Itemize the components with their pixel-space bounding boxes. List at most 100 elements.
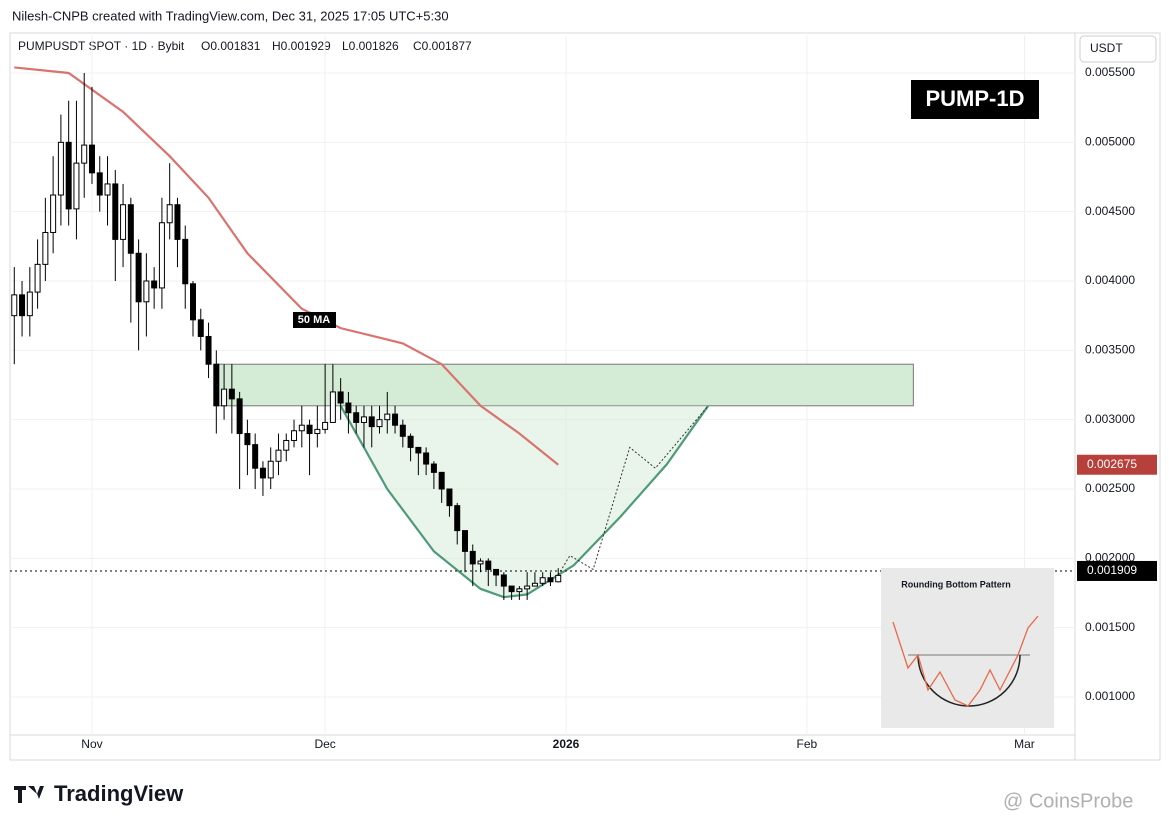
ma-price-label: 0.002675	[1087, 457, 1137, 471]
candle-body	[531, 582, 538, 587]
ma-price-tag	[1077, 454, 1157, 475]
candle-body	[197, 319, 204, 337]
currency[interactable]: USDT	[1090, 41, 1123, 55]
candle-body	[314, 428, 321, 435]
candle-body	[337, 391, 344, 404]
ohlc: L0.001826	[342, 39, 399, 53]
y-tick-label: 0.004500	[1085, 204, 1135, 218]
candle-body	[259, 467, 266, 479]
brand-logo	[14, 786, 44, 803]
candle-body	[392, 413, 399, 426]
candle-body	[73, 162, 80, 210]
candle-body	[267, 460, 274, 479]
y-tick-label: 0.004000	[1085, 273, 1135, 287]
candle-body	[65, 141, 72, 210]
y-tick-label: 0.002500	[1085, 481, 1135, 495]
candle-body	[190, 283, 197, 321]
candle-body	[524, 585, 531, 590]
ma-label: 50 MA	[298, 314, 330, 326]
candle-body	[399, 424, 406, 437]
candle-body	[127, 204, 134, 254]
candle-body	[353, 412, 360, 423]
candle-body	[166, 204, 173, 224]
title: PUMP-1D	[925, 86, 1024, 111]
candle-body	[158, 222, 165, 289]
candle-body	[477, 560, 484, 565]
candle-body	[469, 550, 476, 565]
y-tick-label: 0.005000	[1085, 135, 1135, 149]
candle-body	[461, 530, 468, 552]
y-tick-label: 0.003500	[1085, 343, 1135, 357]
last-price-label: 0.001909	[1087, 563, 1137, 577]
y-tick-label: 0.005500	[1085, 65, 1135, 79]
inset: Rounding Bottom Pattern	[881, 568, 1054, 728]
x-tick-label: 2026	[553, 737, 580, 751]
symbol: PUMPUSDT SPOT · 1D · Bybit	[18, 39, 185, 53]
candle-body	[174, 204, 181, 240]
candle-body	[143, 280, 150, 303]
candle-body	[104, 183, 111, 196]
candle-body	[438, 471, 445, 490]
candle-body	[298, 424, 305, 432]
candle-body	[96, 172, 103, 196]
x-tick-label: Feb	[797, 737, 818, 751]
ohlc: O0.001831	[201, 39, 261, 53]
candle-body	[228, 388, 235, 400]
x-tick-label: Mar	[1014, 737, 1035, 751]
candle-body	[120, 204, 127, 240]
candle-body	[88, 144, 95, 174]
candle-body	[415, 446, 422, 454]
y-tick-label: 0.003000	[1085, 412, 1135, 426]
watermark: @ CoinsProbe	[1003, 790, 1133, 812]
candle-body	[345, 402, 352, 414]
last-price-tag	[1077, 560, 1157, 581]
candle-body	[213, 363, 220, 407]
projection	[557, 405, 709, 576]
candle-body	[19, 294, 26, 317]
candle-body	[221, 388, 228, 407]
candle-body	[306, 424, 313, 435]
candle-body	[57, 141, 64, 196]
frame	[9, 32, 1161, 761]
x-tick-label: Nov	[81, 737, 102, 751]
ohlc: H0.001929	[272, 39, 331, 53]
moving-average	[14, 66, 559, 466]
candle-body	[34, 263, 41, 293]
candle-body	[446, 488, 453, 507]
candle-body	[244, 433, 251, 446]
candle-body	[485, 560, 492, 570]
logo-mark	[14, 786, 44, 803]
inset-arc	[917, 654, 1021, 707]
candle-body	[555, 574, 562, 583]
candle-body	[368, 416, 375, 428]
candle-body	[322, 421, 329, 430]
candle-body	[430, 463, 437, 473]
candle-body	[360, 416, 367, 423]
inset-price	[892, 615, 1039, 707]
candle-body	[500, 574, 507, 587]
candle-body	[454, 505, 461, 532]
candle-body	[11, 294, 18, 317]
title-box	[911, 80, 1039, 119]
plot: 50 MA	[10, 35, 1075, 735]
candle-body	[236, 398, 243, 435]
candle-body	[508, 585, 515, 593]
candle-body	[182, 238, 189, 285]
ma-label-box	[293, 312, 336, 328]
candle-body	[423, 452, 430, 465]
candle-body	[329, 391, 336, 423]
candle-body	[493, 568, 500, 576]
resistance-zone	[215, 363, 914, 407]
currency-box[interactable]	[1079, 35, 1157, 63]
candle-body	[151, 280, 158, 289]
inset-title: Rounding Bottom Pattern	[901, 579, 1011, 589]
inset-bg	[881, 568, 1054, 728]
rounding-bottom	[339, 405, 710, 599]
y-tick-label: 0.001500	[1085, 620, 1135, 634]
candle-body	[205, 335, 212, 365]
candle-body	[539, 577, 546, 584]
candle-body	[26, 291, 33, 317]
credit: Nilesh-CNPB created with TradingView.com…	[12, 8, 449, 23]
candle-body	[407, 435, 414, 448]
